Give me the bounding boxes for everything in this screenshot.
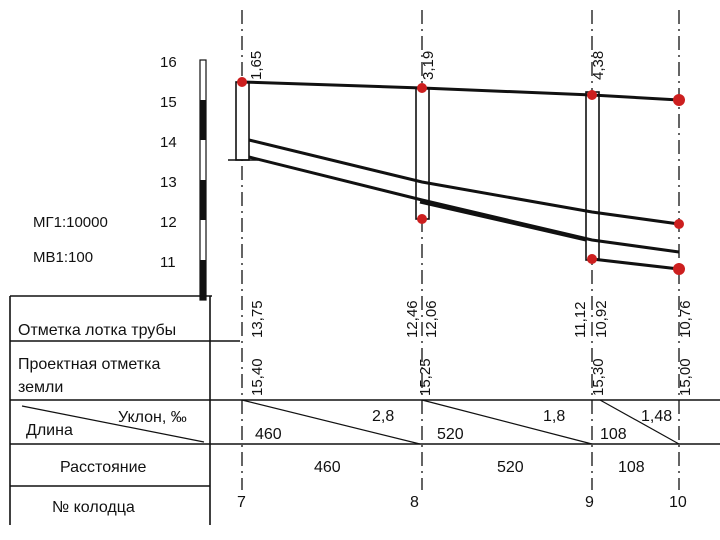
row-header-length: Длина: [26, 422, 73, 439]
scale-tick-label: 13: [160, 174, 177, 191]
row-header-tray-mark: Отметка лотка трубы: [18, 322, 176, 339]
row-header-ground-mark-line2: земли: [18, 379, 63, 396]
ground-marker: [417, 83, 427, 93]
well-number: 9: [585, 494, 594, 511]
pipe-invert-line-upper: [248, 155, 680, 254]
scale-tick-label: 15: [160, 94, 177, 111]
row-header-slope: Уклон, ‰: [118, 409, 187, 426]
well-depth-label: 1,65: [248, 51, 265, 80]
segment-distance: 108: [618, 459, 645, 476]
ground-mark-value: 15,00: [677, 358, 694, 396]
well-depth-label: 4,38: [590, 51, 607, 80]
horizontal-scale-label: МГ1:10000: [33, 214, 108, 231]
scale-tick-label: 11: [160, 254, 176, 271]
segment-distance: 520: [497, 459, 524, 476]
well-number: 7: [237, 494, 246, 511]
scale-bar-segment: [200, 100, 206, 140]
segment-slope: 2,8: [372, 408, 394, 425]
ground-mark-value: 15,30: [590, 358, 607, 396]
data-table: [9, 295, 720, 525]
row-header-distance: Расстояние: [60, 459, 147, 476]
vertical-scale: [199, 59, 207, 301]
well-9-shaft: [585, 91, 600, 261]
well-number: 8: [410, 494, 419, 511]
ground-mark-value: 15,40: [249, 358, 266, 396]
scale-bar-segment: [200, 260, 206, 300]
pipe-segment: [419, 200, 587, 242]
scale-tick-label: 12: [160, 214, 177, 231]
slope-diagonal: [599, 399, 680, 445]
ground-mark-value: 15,25: [417, 358, 434, 396]
pipe-invert-line-lower: [591, 257, 680, 271]
well-depth-label: 3,19: [420, 51, 437, 80]
well-7-shaft: [235, 81, 250, 161]
segment-distance: 460: [314, 459, 341, 476]
tray-mark-value: 11,12: [572, 302, 589, 338]
profile-lines: [241, 80, 680, 271]
ground-line: [241, 80, 680, 102]
tray-mark-value: 13,75: [249, 300, 266, 338]
invert-marker: [587, 254, 597, 264]
segment-slope: 1,8: [543, 408, 565, 425]
tray-mark-value: 12,46: [404, 300, 421, 338]
scale-tick-label: 16: [160, 54, 177, 71]
segment-length: 460: [255, 426, 282, 443]
ground-marker: [237, 77, 247, 87]
tray-mark-value-2: 12,06: [423, 300, 440, 338]
row-header-ground-mark: Проектная отметка: [18, 356, 160, 373]
markers: [237, 77, 685, 275]
segment-slope: 1,48: [641, 408, 672, 425]
vertical-scale-label: МВ1:100: [33, 249, 93, 266]
pipe-top-line: [248, 138, 680, 226]
invert-marker: [674, 219, 684, 229]
header-diagonal: [21, 405, 205, 443]
tray-mark-value: 10,76: [677, 300, 694, 338]
segment-length: 520: [437, 426, 464, 443]
well-number: 10: [669, 494, 687, 511]
ground-marker: [587, 90, 597, 100]
invert-marker: [673, 263, 685, 275]
slope-diagonal: [241, 399, 421, 445]
ground-marker: [673, 94, 685, 106]
slope-diagonal: [421, 399, 593, 445]
invert-marker: [417, 214, 427, 224]
well-axes: [241, 10, 680, 490]
tray-mark-value-2: 10,92: [593, 300, 610, 338]
segment-length: 108: [600, 426, 627, 443]
row-header-well-no: № колодца: [52, 499, 135, 516]
scale-bar-segment: [200, 180, 206, 220]
scale-tick-label: 14: [160, 134, 177, 151]
